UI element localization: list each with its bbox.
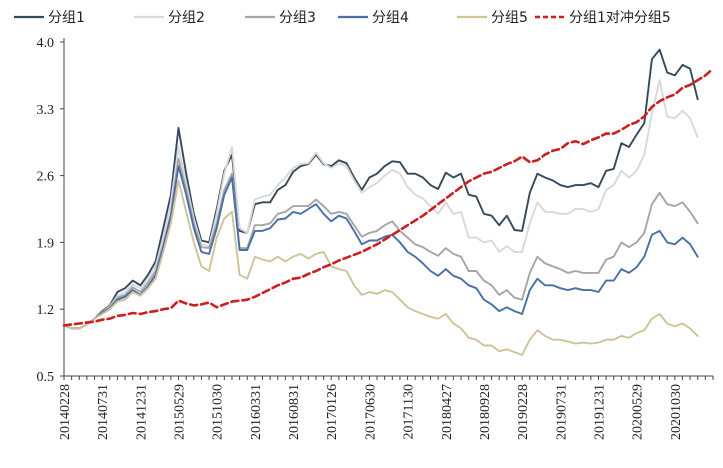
- x-tick-label: 20180427: [440, 384, 455, 440]
- series-line-5: [63, 179, 699, 356]
- y-axis-ticks: 0.5 1.2 1.9 2.6 3.3 4.0: [37, 36, 64, 385]
- x-tick-label: 20170630: [363, 384, 378, 440]
- legend: 分组1 分组2 分组3 分组4 分组5 分组1对冲分组5: [14, 10, 671, 26]
- x-tick-label: 20151030: [211, 384, 226, 440]
- legend-label-3: 分组3: [279, 10, 316, 26]
- x-tick-label: 20140731: [96, 384, 111, 440]
- axes: [63, 38, 713, 377]
- y-tick-label: 0.5: [37, 370, 55, 385]
- legend-label-1: 分组1: [48, 10, 85, 26]
- series-line-4: [63, 165, 699, 330]
- legend-label-2: 分组2: [168, 10, 205, 26]
- x-tick-label: 20170126: [325, 384, 340, 440]
- legend-label-4: 分组4: [372, 10, 409, 26]
- x-tick-label: 20150529: [173, 384, 188, 440]
- x-tick-label: 20160831: [287, 384, 302, 440]
- x-tick-label: 20140228: [58, 384, 73, 440]
- x-tick-label: 20200529: [631, 384, 646, 440]
- y-tick-label: 4.0: [37, 36, 55, 51]
- y-tick-label: 1.2: [37, 303, 55, 318]
- series-line-6: [62, 67, 715, 327]
- series-line-1: [63, 48, 699, 330]
- x-tick-label: 20191231: [592, 384, 607, 440]
- y-tick-label: 1.9: [37, 236, 55, 251]
- series-line-2: [63, 79, 699, 330]
- x-tick-label: 20190228: [516, 384, 531, 440]
- x-tick-label: 20201030: [669, 384, 684, 440]
- x-tick-label: 20160331: [249, 384, 264, 440]
- y-tick-label: 2.6: [37, 170, 55, 185]
- x-tick-label: 20180928: [478, 384, 493, 440]
- y-tick-label: 3.3: [37, 103, 55, 118]
- legend-label-6: 分组1对冲分组5: [569, 10, 671, 26]
- x-tick-label: 20141231: [134, 384, 149, 440]
- x-tick-label: 20190731: [554, 384, 569, 440]
- x-axis-ticks: 20140228 20140731 20141231 20150529 20151030…: [58, 376, 714, 440]
- x-tick-label: 20171130: [402, 384, 417, 439]
- series-layer: [62, 48, 715, 356]
- legend-label-5: 分组5: [491, 10, 528, 26]
